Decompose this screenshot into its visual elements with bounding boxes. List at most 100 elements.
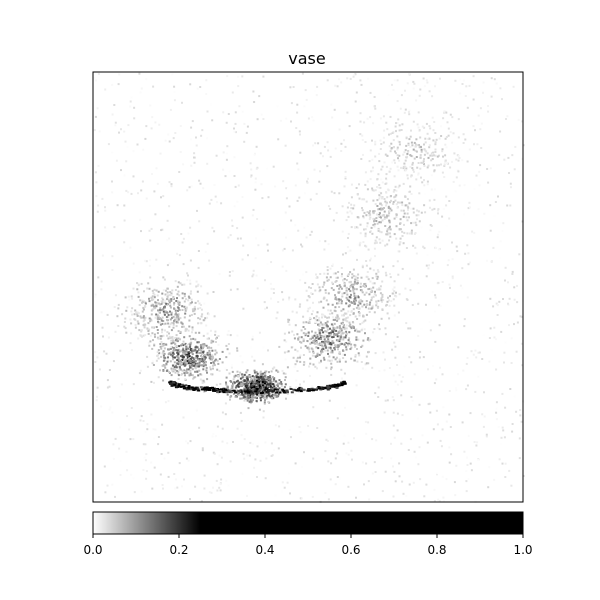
heatmap-cell [173, 383, 177, 386]
heatmap-cell [342, 326, 345, 329]
heatmap-cell [342, 323, 345, 326]
heatmap-cell [331, 340, 334, 343]
heatmap-cell [361, 198, 364, 201]
heatmap-cell [181, 369, 184, 372]
heatmap-cell [455, 387, 457, 389]
heatmap-cell [130, 310, 133, 313]
heatmap-cell [369, 307, 372, 310]
heatmap-cell [154, 213, 157, 216]
heatmap-cell [374, 290, 376, 293]
heatmap-cell [177, 370, 180, 373]
heatmap-cell [273, 366, 276, 369]
heatmap-cell [462, 142, 465, 144]
heatmap-cell [229, 395, 232, 398]
heatmap-cell [160, 453, 163, 455]
heatmap-cell [273, 377, 276, 380]
heatmap-cell [266, 391, 270, 394]
heatmap-cell [397, 169, 400, 172]
heatmap-cell [394, 199, 397, 202]
heatmap-cell [247, 254, 249, 257]
heatmap-cell [325, 276, 328, 279]
heatmap-cell [257, 394, 260, 397]
heatmap-cell [216, 391, 220, 394]
heatmap-cell [241, 258, 244, 261]
heatmap-cell [414, 149, 417, 152]
heatmap-cell [271, 393, 274, 396]
heatmap-cell [253, 396, 256, 399]
heatmap-cell [300, 243, 302, 246]
heatmap-cell [186, 359, 189, 362]
heatmap-cell [409, 135, 412, 138]
heatmap-cell [142, 469, 145, 471]
heatmap-cell [454, 494, 457, 497]
heatmap-cell [322, 297, 325, 300]
heatmap-cell [375, 302, 378, 305]
heatmap-cell [353, 302, 356, 305]
heatmap-cell [522, 144, 525, 147]
heatmap-cell [323, 323, 325, 326]
heatmap-cell [340, 81, 343, 84]
heatmap-cell [149, 239, 152, 242]
heatmap-cell [147, 398, 150, 401]
heatmap-cell [252, 392, 255, 395]
heatmap-cell [403, 212, 406, 215]
heatmap-cell [187, 299, 190, 302]
heatmap-cell [219, 489, 222, 492]
heatmap-cell [386, 230, 389, 233]
heatmap-cell [190, 138, 192, 141]
heatmap-cell [142, 316, 145, 319]
heatmap-cell [171, 289, 174, 292]
heatmap-cell [328, 335, 331, 338]
heatmap-cell [388, 170, 391, 173]
heatmap-cell [343, 326, 346, 329]
heatmap-cell [375, 217, 378, 220]
heatmap-cell [375, 272, 378, 275]
heatmap-cell [414, 143, 417, 146]
heatmap-cell [114, 121, 117, 124]
heatmap-cell [331, 264, 334, 267]
heatmap-cell [327, 346, 330, 349]
heatmap-cell [111, 151, 114, 154]
heatmap-cell [458, 184, 461, 187]
heatmap-cell [264, 389, 266, 392]
heatmap-plot [92, 71, 525, 503]
heatmap-cell [248, 375, 251, 378]
heatmap-cell [365, 355, 368, 358]
heatmap-cell [213, 359, 216, 362]
heatmap-cell [346, 320, 349, 323]
heatmap-cell [194, 308, 197, 311]
heatmap-cell [153, 343, 156, 345]
heatmap-cell [203, 381, 206, 384]
heatmap-cell [125, 160, 128, 163]
heatmap-cell [412, 80, 415, 83]
heatmap-cell [183, 387, 187, 390]
heatmap-cell [356, 258, 358, 261]
heatmap-cell [186, 371, 189, 374]
heatmap-cell [107, 336, 110, 339]
heatmap-cell [422, 162, 425, 164]
heatmap-cell [215, 154, 218, 157]
heatmap-cell [439, 340, 441, 343]
heatmap-cell [267, 385, 270, 388]
heatmap-cell [243, 373, 246, 376]
heatmap-cell [269, 282, 272, 285]
heatmap-cell [355, 338, 358, 341]
heatmap-cell [307, 295, 310, 298]
heatmap-cell [210, 334, 213, 337]
heatmap-cell [269, 382, 272, 385]
heatmap-cell [465, 470, 468, 473]
heatmap-cell [354, 355, 357, 358]
heatmap-cell [354, 329, 356, 332]
heatmap-cell [314, 142, 317, 145]
heatmap-cell [167, 315, 170, 318]
heatmap-cell [462, 79, 465, 82]
heatmap-cell [359, 298, 362, 301]
heatmap-cell [207, 313, 210, 316]
heatmap-cell [438, 304, 441, 307]
heatmap-cell [139, 218, 142, 221]
heatmap-cell [138, 372, 141, 375]
heatmap-cell [123, 325, 126, 328]
heatmap-cell [156, 354, 159, 357]
heatmap-cell [343, 353, 346, 356]
heatmap-cell [468, 206, 471, 209]
